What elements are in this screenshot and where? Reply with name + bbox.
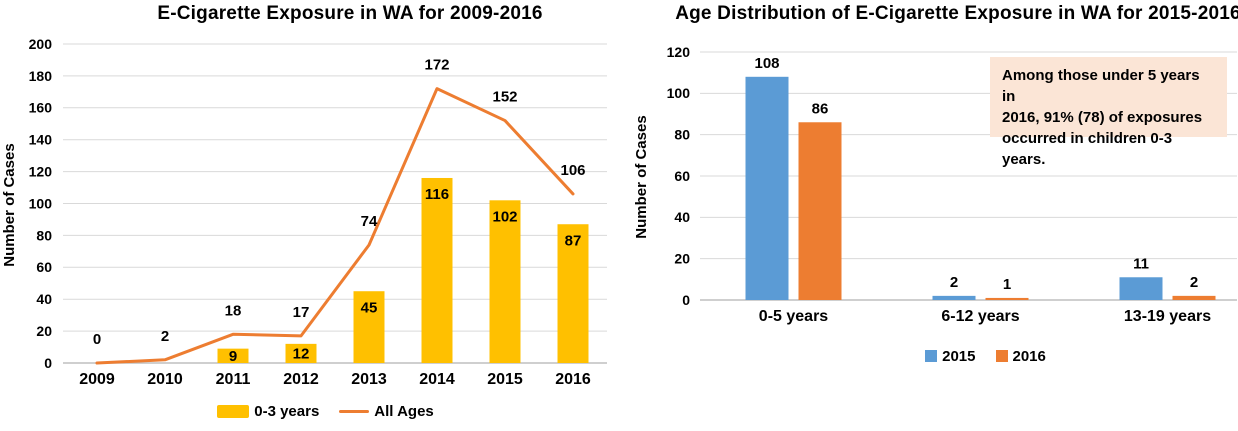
svg-text:2: 2	[161, 328, 169, 345]
svg-text:2015: 2015	[487, 371, 523, 388]
svg-text:1: 1	[1003, 276, 1011, 293]
svg-text:0: 0	[44, 355, 52, 371]
age-distribution-chart: Age Distribution of E-Cigarette Exposure…	[619, 0, 1238, 431]
annotation-callout: Among those under 5 years in 2016, 91% (…	[990, 57, 1227, 168]
svg-text:120: 120	[29, 164, 53, 180]
svg-text:2: 2	[1190, 274, 1198, 291]
right-chart-plot-area: 0 20 40 60 80 100 120 0-5 years 6-12 years 13-19 …	[667, 44, 1237, 325]
svg-text:160: 160	[29, 100, 53, 116]
legend-item-all-ages: All Ages	[339, 402, 434, 420]
svg-text:116: 116	[425, 186, 449, 203]
svg-text:74: 74	[361, 213, 378, 230]
left-chart-title: E-Cigarette Exposure in WA for 2009-2016	[157, 3, 543, 24]
legend-label: 2015	[942, 347, 976, 365]
series-2016-swatch-icon	[995, 350, 1008, 362]
svg-text:87: 87	[565, 232, 582, 249]
exposure-trend-chart: E-Cigarette Exposure in WA for 2009-2016…	[1, 3, 607, 420]
svg-text:2011: 2011	[216, 371, 251, 388]
svg-text:86: 86	[812, 101, 829, 118]
svg-text:0: 0	[682, 292, 690, 308]
svg-text:80: 80	[674, 127, 690, 143]
line-series-swatch-icon	[339, 409, 370, 413]
svg-text:18: 18	[225, 302, 242, 319]
bar-series-swatch-icon	[217, 404, 250, 418]
svg-text:200: 200	[29, 36, 53, 52]
svg-text:45: 45	[361, 299, 378, 316]
svg-text:108: 108	[754, 55, 779, 72]
series-2015-swatch-icon	[925, 350, 938, 362]
legend-label: All Ages	[374, 402, 434, 420]
svg-text:40: 40	[674, 209, 690, 225]
svg-text:2: 2	[950, 274, 958, 291]
svg-text:20: 20	[36, 323, 52, 339]
svg-text:100: 100	[29, 195, 53, 211]
svg-text:100: 100	[667, 85, 691, 101]
svg-text:180: 180	[29, 68, 53, 84]
svg-text:2014: 2014	[419, 371, 455, 388]
svg-text:0-5 years: 0-5 years	[759, 308, 828, 325]
svg-text:40: 40	[36, 291, 52, 307]
svg-text:80: 80	[36, 227, 52, 243]
svg-text:0: 0	[93, 331, 101, 348]
legend-item-2015: 2015	[925, 347, 976, 365]
svg-text:17: 17	[293, 304, 310, 321]
svg-text:13-19 years: 13-19 years	[1124, 308, 1211, 325]
right-chart-legend: 2015 2016	[676, 346, 1238, 366]
svg-text:60: 60	[36, 259, 52, 275]
annotation-line: Among those under 5 years in	[1002, 67, 1200, 105]
svg-text:2012: 2012	[283, 371, 319, 388]
svg-text:106: 106	[560, 162, 585, 179]
svg-text:2009: 2009	[79, 371, 115, 388]
legend-label: 2016	[1012, 347, 1046, 365]
legend-label: 0-3 years	[254, 402, 320, 420]
svg-text:140: 140	[29, 132, 53, 148]
annotation-line: 2016, 91% (78) of exposures	[1002, 109, 1203, 126]
annotation-line: occurred in children 0-3 years.	[1002, 130, 1173, 168]
svg-text:20: 20	[674, 251, 690, 267]
right-chart-title: Age Distribution of E-Cigarette Exposure…	[675, 3, 1238, 24]
svg-text:152: 152	[492, 89, 517, 106]
svg-text:2010: 2010	[147, 371, 183, 388]
left-chart-legend: 0-3 years All Ages	[16, 401, 635, 421]
svg-text:120: 120	[667, 44, 691, 60]
svg-text:172: 172	[424, 57, 449, 74]
svg-text:6-12 years: 6-12 years	[941, 308, 1019, 325]
svg-text:60: 60	[674, 168, 690, 184]
svg-text:102: 102	[492, 209, 517, 226]
svg-text:12: 12	[293, 346, 310, 363]
svg-text:2013: 2013	[351, 371, 387, 388]
legend-item-0-3-years: 0-3 years	[217, 403, 319, 420]
svg-text:9: 9	[229, 348, 237, 365]
svg-text:2016: 2016	[555, 371, 591, 388]
legend-item-2016: 2016	[995, 347, 1046, 365]
svg-text:11: 11	[1133, 256, 1149, 273]
